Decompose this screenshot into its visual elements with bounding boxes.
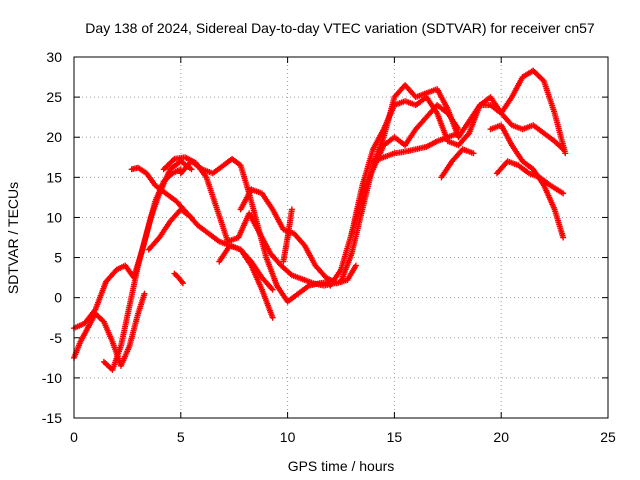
data-point [455, 130, 462, 137]
data-point [188, 166, 195, 173]
x-tick-label: 10 [280, 429, 296, 445]
series-track-p [438, 146, 477, 181]
y-tick-label: 0 [54, 290, 62, 306]
y-tick-label: 20 [46, 129, 62, 145]
y-tick-label: -15 [42, 410, 62, 426]
data-point [269, 286, 276, 293]
x-tick-label: 25 [600, 429, 616, 445]
plot-frame [73, 56, 609, 419]
y-tick-label: -10 [42, 370, 62, 386]
series-track-j [280, 206, 295, 265]
series-track-h [145, 206, 195, 253]
data-point [269, 314, 276, 321]
x-tick-label: 15 [387, 429, 403, 445]
series-track-e [160, 154, 338, 289]
x-tick-label: 5 [177, 429, 185, 445]
series-track-r [487, 122, 567, 241]
series-track-i [216, 242, 276, 321]
series-track-d [128, 164, 276, 293]
data-point [560, 190, 567, 197]
y-tick-label: 30 [46, 49, 62, 65]
y-tick-label: -5 [50, 330, 63, 346]
series-track-b [71, 158, 195, 332]
x-axis-label: GPS time / hours [288, 458, 395, 474]
y-tick-label: 10 [46, 209, 62, 225]
series-track-n [348, 102, 462, 237]
data-point [352, 262, 359, 269]
x-tick-label: 0 [70, 429, 78, 445]
data-point [560, 234, 567, 241]
axis-ticks: 0 5 10 15 20 25 -15 -10 -5 0 5 10 15 20 25 30 [42, 49, 616, 445]
y-tick-label: 5 [54, 250, 62, 266]
data-points [71, 67, 569, 373]
grid-lines [74, 57, 608, 418]
series-track-a [71, 290, 148, 369]
x-tick-label: 20 [493, 429, 509, 445]
y-tick-label: 15 [46, 169, 62, 185]
series-track-o [370, 130, 462, 165]
data-point [288, 206, 295, 213]
data-point [188, 214, 195, 221]
data-point [562, 150, 569, 157]
data-point [179, 280, 186, 287]
series-track-k [171, 270, 186, 287]
series-track-c [100, 166, 184, 373]
y-tick-label: 25 [46, 89, 62, 105]
data-point [470, 150, 477, 157]
series-track-f [177, 155, 334, 305]
chart-title: Day 138 of 2024, Sidereal Day-to-day VTE… [85, 20, 595, 36]
data-point [141, 290, 148, 297]
y-axis-label: SDTVAR / TECUs [5, 182, 21, 294]
